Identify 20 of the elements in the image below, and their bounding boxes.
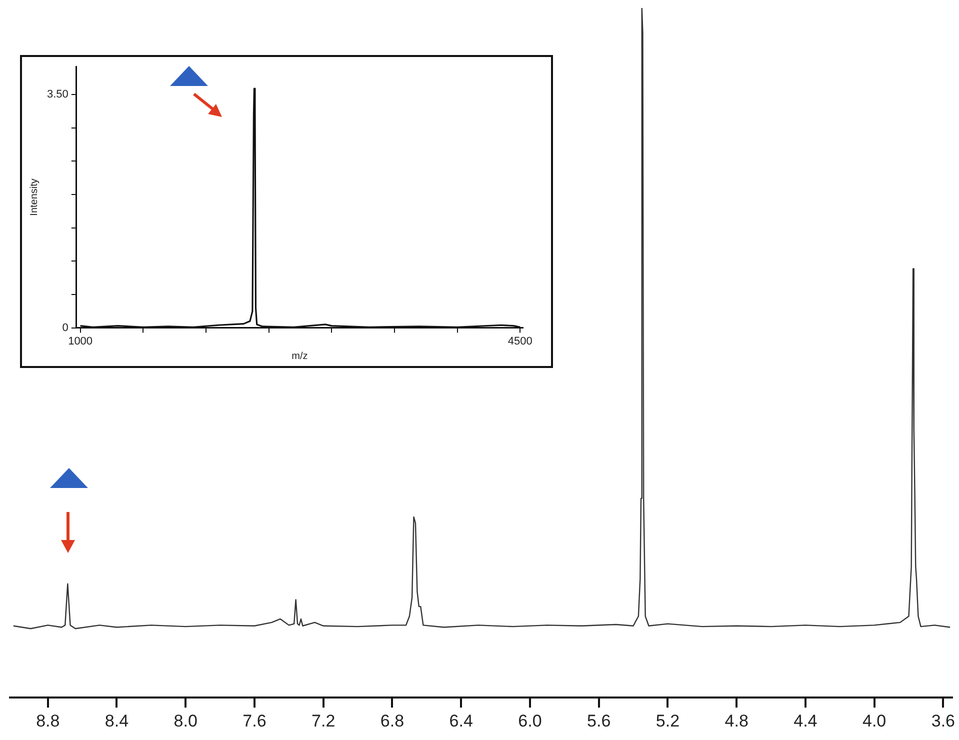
x-tick-label: 7.2 xyxy=(312,711,336,730)
x-tick-label: 4500 xyxy=(508,335,532,348)
x-tick-label: 1000 xyxy=(68,335,93,348)
x-tick-label: 4.8 xyxy=(724,711,748,730)
x-tick-label: 8.4 xyxy=(104,711,129,730)
y-axis-title: Intensity xyxy=(28,178,40,216)
x-tick-label: 6.4 xyxy=(449,711,473,730)
x-axis-title: m/z xyxy=(292,350,308,362)
x-tick-label: 6.8 xyxy=(380,711,404,730)
x-tick-label: 5.2 xyxy=(656,711,680,730)
y-tick-label: 3.50 xyxy=(46,88,68,101)
x-tick-label: 7.6 xyxy=(242,711,266,730)
x-tick-label: 4.4 xyxy=(794,711,818,730)
x-tick-label: 4.0 xyxy=(862,711,886,730)
y-tick-label: 0 xyxy=(62,322,68,334)
x-tick-label: 5.6 xyxy=(587,711,611,730)
x-tick-label: 8.0 xyxy=(174,711,198,730)
x-tick-label: 8.8 xyxy=(36,711,60,730)
x-tick-label: 6.0 xyxy=(518,711,542,730)
x-tick-label: 3.6 xyxy=(931,711,956,730)
